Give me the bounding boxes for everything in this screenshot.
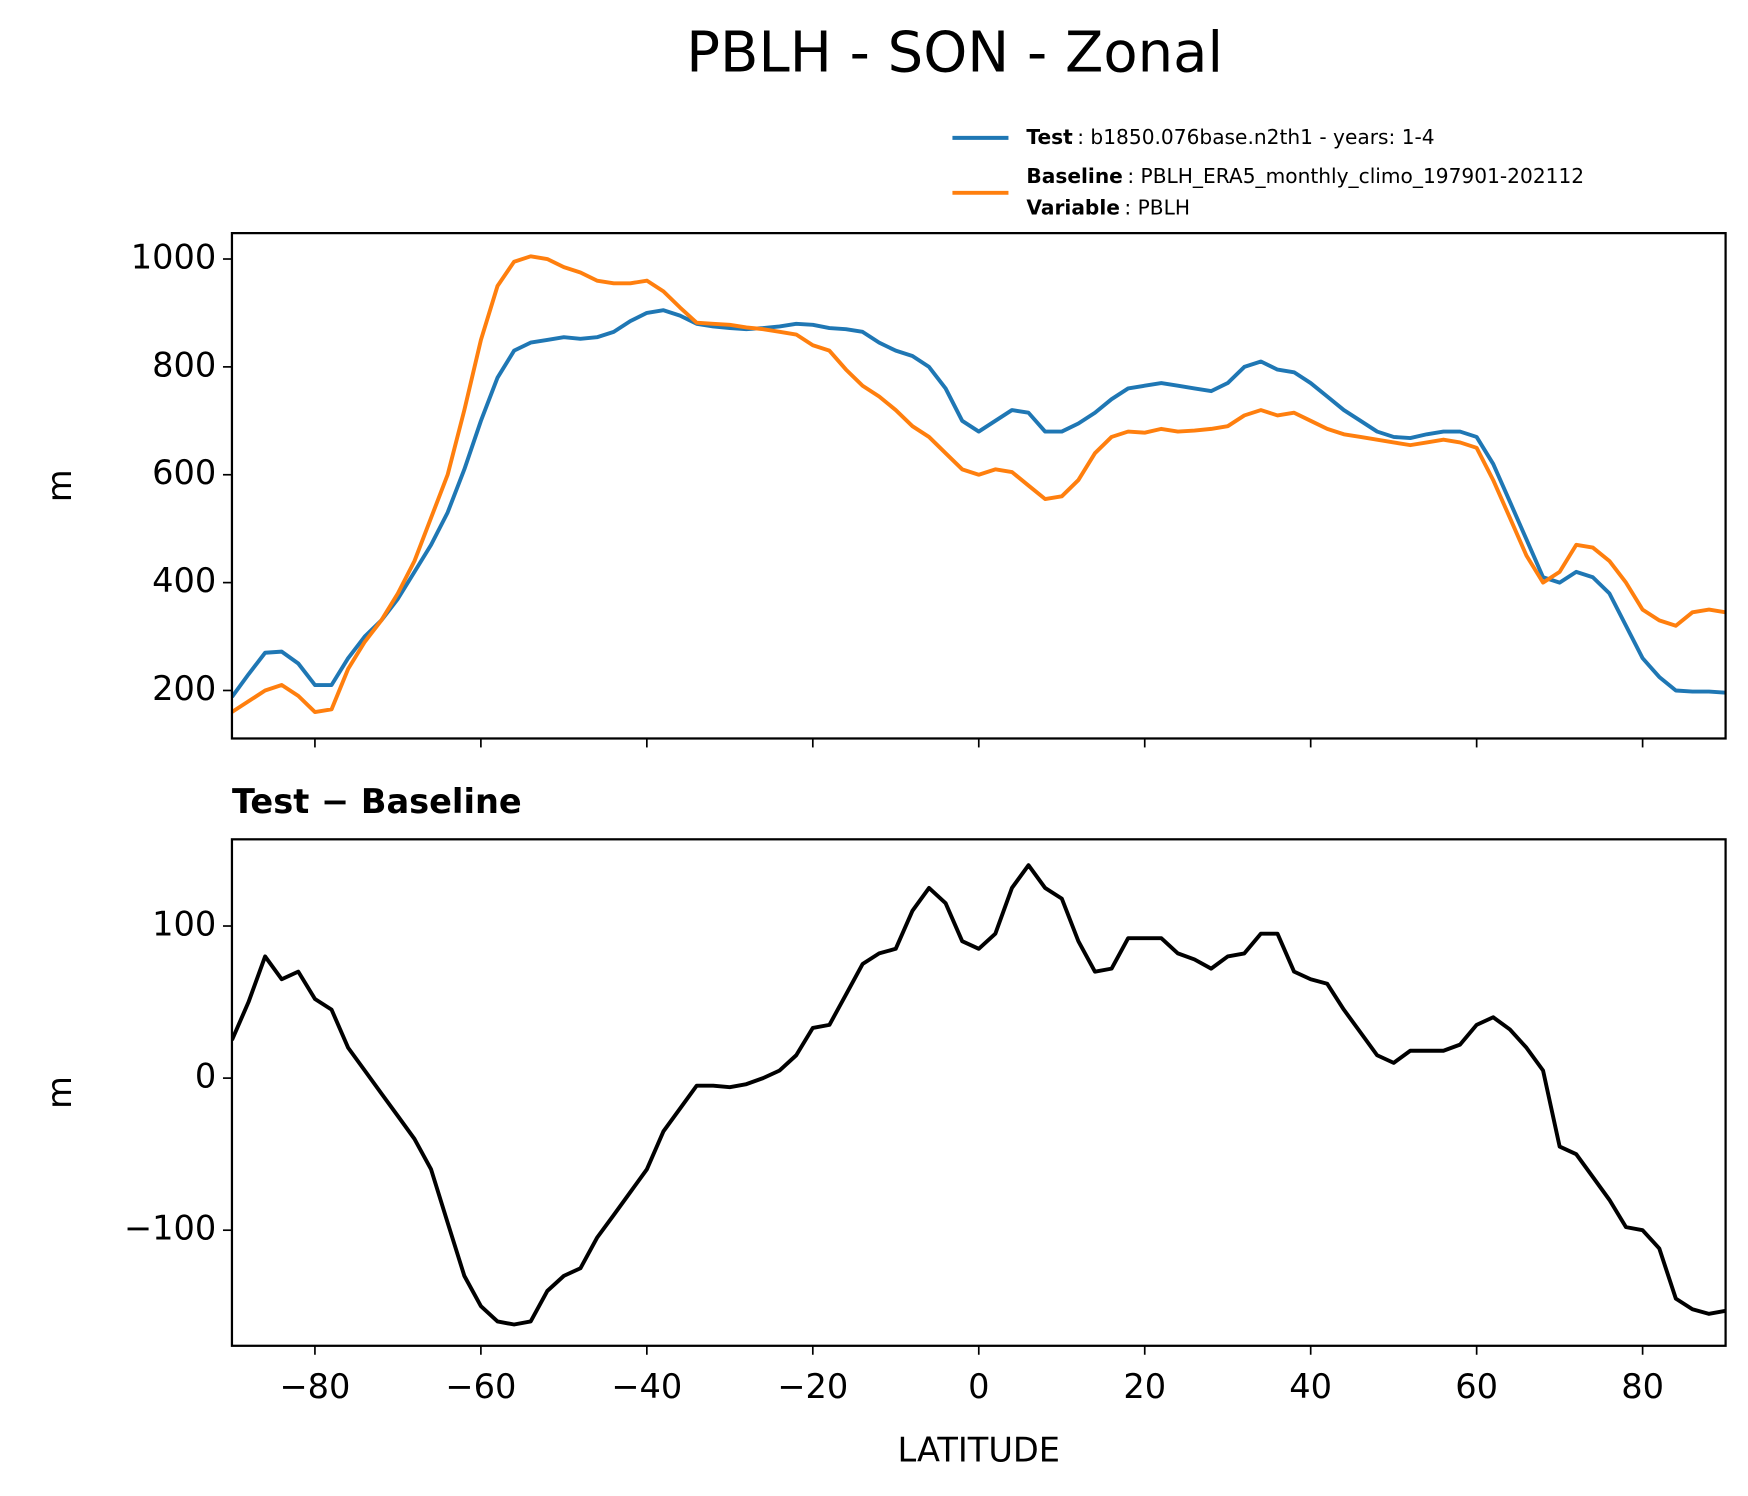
y-tick-label: 800 bbox=[152, 345, 216, 384]
x-tick-label: 0 bbox=[968, 1367, 989, 1406]
x-tick-label: −80 bbox=[279, 1367, 350, 1406]
y-tick-label: 100 bbox=[152, 905, 216, 944]
figure-title: PBLH - SON - Zonal bbox=[686, 21, 1223, 86]
legend-entry: Test: b1850.076base.n2th1 - years: 1-4 bbox=[1026, 124, 1434, 148]
y-tick-label: 400 bbox=[152, 561, 216, 600]
y-tick-label: 0 bbox=[195, 1057, 216, 1096]
y-tick-label: 200 bbox=[152, 669, 216, 708]
x-tick-label: −40 bbox=[611, 1367, 682, 1406]
data-line bbox=[231, 254, 1726, 714]
x-tick-label: −20 bbox=[777, 1367, 848, 1406]
y-axis-label: m bbox=[40, 1076, 79, 1109]
legend-name: Variable bbox=[1026, 195, 1120, 219]
axes-frame bbox=[230, 232, 1727, 740]
legend-entry: Baseline: PBLH_ERA5_monthly_climo_197901… bbox=[1026, 164, 1584, 188]
axes-frame bbox=[230, 838, 1727, 1347]
panel-title: Test − Baseline bbox=[232, 782, 522, 821]
x-tick-label: 80 bbox=[1621, 1367, 1664, 1406]
data-line bbox=[231, 863, 1726, 1327]
y-axis-label: m bbox=[40, 469, 79, 502]
legend-detail: : b1850.076base.n2th1 - years: 1-4 bbox=[1077, 124, 1434, 148]
legend-name: Test bbox=[1026, 124, 1073, 148]
x-tick-label: 20 bbox=[1123, 1367, 1166, 1406]
legend-detail: : PBLH bbox=[1124, 195, 1190, 219]
legend-detail: : PBLH_ERA5_monthly_climo_197901-202112 bbox=[1127, 164, 1584, 188]
legend-name: Baseline bbox=[1026, 164, 1122, 188]
x-axis-label: LATITUDE bbox=[897, 1431, 1060, 1470]
y-tick-label: 1000 bbox=[131, 238, 217, 277]
y-tick-label: −100 bbox=[124, 1209, 216, 1248]
data-line bbox=[231, 308, 1726, 699]
x-tick-label: 40 bbox=[1289, 1367, 1332, 1406]
x-tick-label: −60 bbox=[445, 1367, 516, 1406]
legend-entry: Variable: PBLH bbox=[1026, 195, 1190, 219]
y-tick-label: 600 bbox=[152, 453, 216, 492]
x-tick-label: 60 bbox=[1455, 1367, 1498, 1406]
